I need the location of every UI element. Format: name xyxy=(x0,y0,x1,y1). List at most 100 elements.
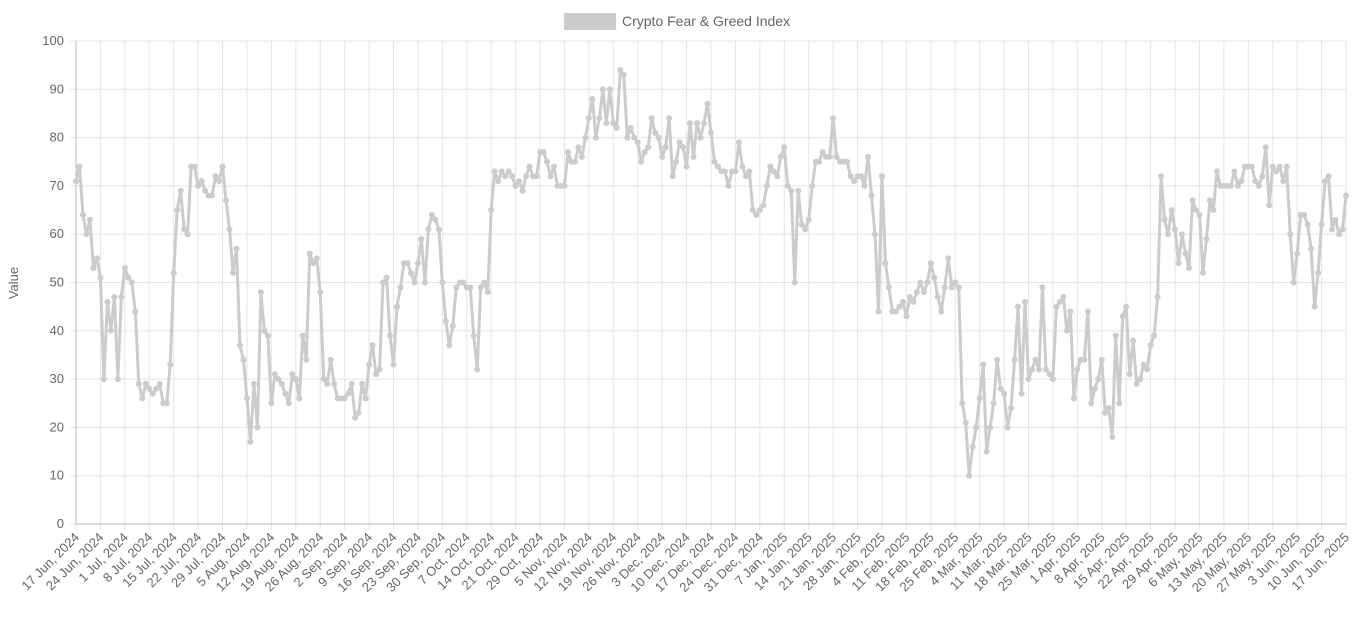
point xyxy=(516,178,523,185)
point xyxy=(264,332,271,339)
point xyxy=(795,187,802,194)
point xyxy=(1290,279,1297,286)
point xyxy=(491,168,498,175)
point xyxy=(844,158,851,165)
point xyxy=(1063,327,1070,334)
point xyxy=(1102,409,1109,416)
point xyxy=(1332,216,1339,223)
point xyxy=(219,163,226,170)
point xyxy=(254,424,261,431)
point xyxy=(603,120,610,127)
point xyxy=(1046,371,1053,378)
point xyxy=(359,380,366,387)
point xyxy=(1008,405,1015,412)
point xyxy=(627,124,634,131)
point xyxy=(383,274,390,281)
point xyxy=(509,173,516,180)
point xyxy=(76,163,83,170)
point xyxy=(439,279,446,286)
point xyxy=(599,86,606,93)
point xyxy=(285,400,292,407)
point xyxy=(826,153,833,160)
point xyxy=(303,356,310,363)
point xyxy=(809,182,816,189)
point xyxy=(118,293,125,300)
point xyxy=(620,71,627,78)
point xyxy=(1039,284,1046,291)
point xyxy=(613,124,620,131)
point xyxy=(1280,178,1287,185)
point xyxy=(352,414,359,421)
point xyxy=(181,226,188,233)
point xyxy=(721,168,728,175)
point xyxy=(411,279,418,286)
point xyxy=(250,380,257,387)
point xyxy=(1252,178,1259,185)
point xyxy=(550,163,557,170)
point xyxy=(212,173,219,180)
point xyxy=(233,245,240,252)
point xyxy=(648,115,655,122)
point xyxy=(865,153,872,160)
point xyxy=(582,134,589,141)
point xyxy=(1234,182,1241,189)
point xyxy=(449,322,456,329)
point xyxy=(1105,405,1112,412)
point xyxy=(732,168,739,175)
point xyxy=(910,298,917,305)
point xyxy=(997,385,1004,392)
point xyxy=(1074,366,1081,373)
point xyxy=(851,178,858,185)
point xyxy=(125,274,132,281)
point xyxy=(366,361,373,368)
point xyxy=(397,284,404,291)
point xyxy=(114,376,121,383)
point xyxy=(708,129,714,136)
point xyxy=(268,400,275,407)
point xyxy=(878,173,885,180)
series xyxy=(73,66,1349,479)
y-tick-label: 0 xyxy=(57,516,64,531)
point xyxy=(271,371,278,378)
point xyxy=(638,158,645,165)
point xyxy=(1126,371,1133,378)
point xyxy=(167,361,174,368)
point xyxy=(798,221,805,228)
point xyxy=(631,134,638,141)
point xyxy=(317,289,324,296)
point xyxy=(310,260,317,267)
point xyxy=(470,332,477,339)
point xyxy=(477,284,484,291)
point xyxy=(1158,173,1165,180)
point xyxy=(1130,337,1137,344)
point xyxy=(1119,313,1126,320)
point xyxy=(1276,163,1283,170)
point xyxy=(690,153,697,160)
point xyxy=(1269,163,1276,170)
point xyxy=(1060,293,1067,300)
point xyxy=(753,211,760,218)
point xyxy=(788,187,795,194)
point xyxy=(1311,303,1318,310)
point xyxy=(1028,366,1035,373)
point xyxy=(1304,221,1311,228)
point xyxy=(380,279,387,286)
point xyxy=(435,226,442,233)
point xyxy=(1168,207,1175,214)
point xyxy=(393,303,400,310)
point xyxy=(1301,211,1308,218)
point xyxy=(526,163,533,170)
y-tick-label: 40 xyxy=(50,323,64,338)
point xyxy=(805,216,812,223)
point xyxy=(149,390,156,397)
point xyxy=(885,284,892,291)
point xyxy=(1042,366,1049,373)
point xyxy=(453,284,460,291)
point xyxy=(861,182,868,189)
point xyxy=(770,168,777,175)
point xyxy=(1206,197,1213,204)
point xyxy=(484,289,491,296)
point xyxy=(73,178,79,185)
point xyxy=(784,182,791,189)
point xyxy=(791,279,798,286)
